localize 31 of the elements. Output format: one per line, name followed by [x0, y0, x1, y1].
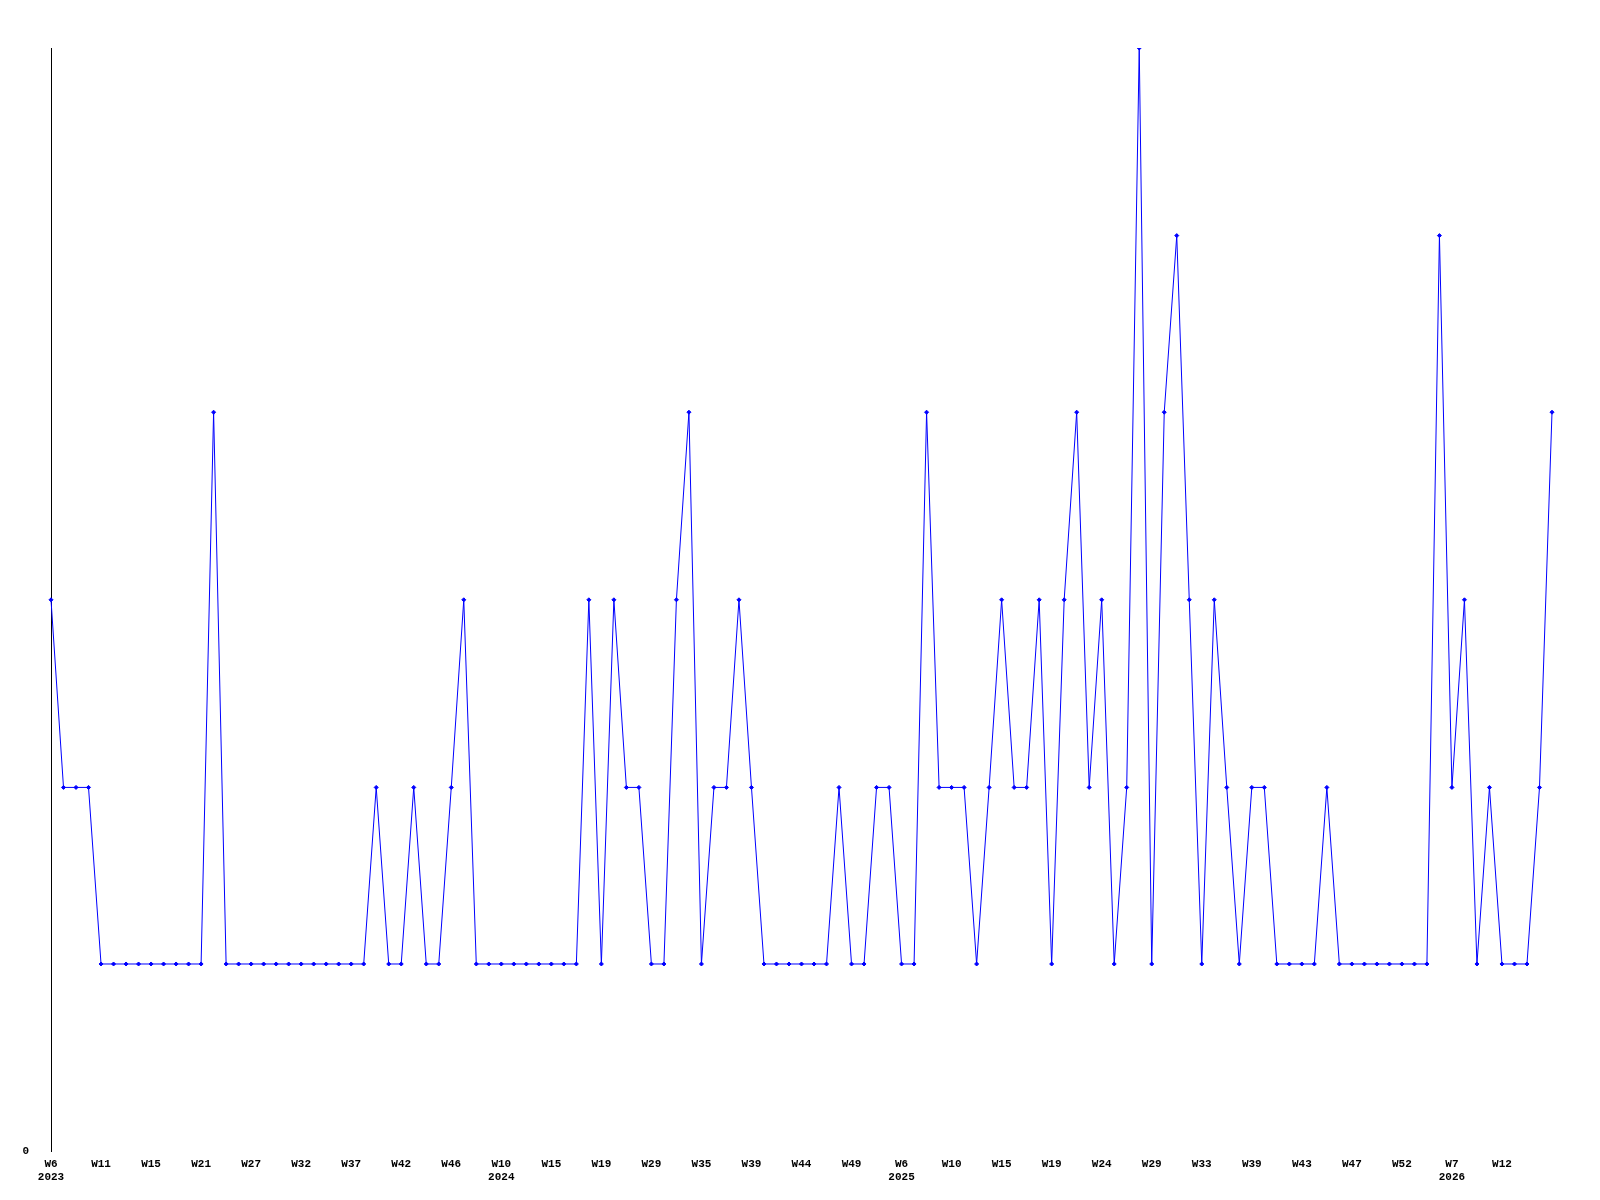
x-tick-label: W7 2026: [1438, 1157, 1466, 1184]
text: 0: [22, 1145, 29, 1158]
x-tick-label: W12: [1492, 1157, 1512, 1170]
x-tick-label: W29: [641, 1157, 662, 1170]
x-tick-label: W15: [541, 1157, 562, 1170]
x-tick-label: W49: [841, 1157, 862, 1170]
x-tick-label: W27: [241, 1157, 262, 1170]
x-tick-label: W15: [141, 1157, 162, 1170]
x-tick-label: W10: [941, 1157, 962, 1170]
x-tick-label: W19: [591, 1157, 612, 1170]
x-tick-label: W11: [91, 1157, 112, 1170]
x-tick-label: W52: [1391, 1157, 1412, 1170]
x-tick-label: W19: [1041, 1157, 1062, 1170]
x-tick-label: W35: [691, 1157, 712, 1170]
x-tick-label: W10 2024: [488, 1157, 515, 1184]
x-tick-label: W21: [191, 1157, 212, 1170]
x-tick-label: W15: [991, 1157, 1012, 1170]
x-tick-label: W37: [341, 1157, 362, 1170]
x-tick-label: W43: [1291, 1157, 1313, 1170]
x-tick-label: W46: [441, 1157, 462, 1170]
x-tick-label: W6 2025: [888, 1157, 916, 1184]
x-tick-label: W29: [1141, 1157, 1162, 1170]
x-tick-label: W47: [1341, 1157, 1362, 1170]
x-tick-label: W24: [1091, 1157, 1112, 1170]
x-tick-label: W33: [1191, 1157, 1213, 1170]
x-tick-label: W6 2023: [37, 1157, 65, 1184]
x-tick-label: W44: [791, 1157, 812, 1170]
x-tick-label: W32: [291, 1157, 312, 1170]
x-tick-label: W39: [741, 1157, 762, 1170]
x-tick-label: W39: [1241, 1157, 1262, 1170]
x-tick-label: W42: [391, 1157, 412, 1170]
